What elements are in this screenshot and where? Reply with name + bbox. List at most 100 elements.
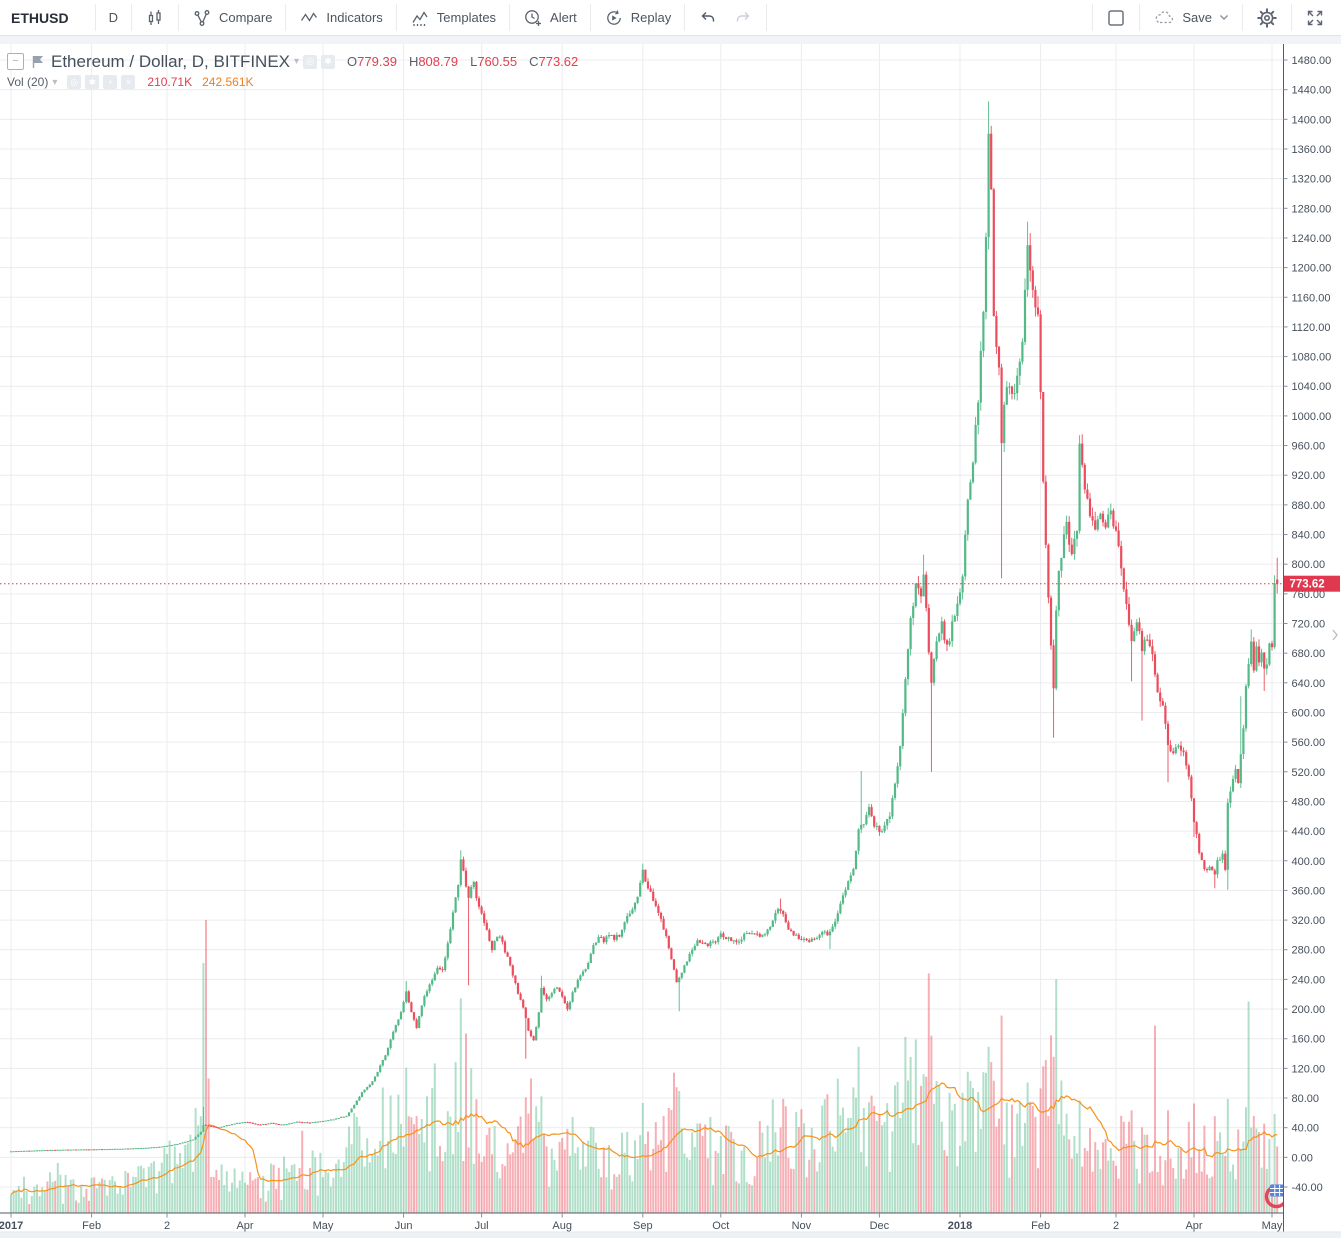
volume-study-label[interactable]: Vol (20) <box>7 75 49 89</box>
svg-text:1400.00: 1400.00 <box>1292 114 1332 126</box>
svg-text:560.00: 560.00 <box>1292 737 1326 749</box>
legend-caret-icon[interactable]: ▾ <box>52 76 58 88</box>
remove-study-button[interactable]: × <box>121 75 136 89</box>
indicators-label: Indicators <box>326 10 383 25</box>
exchange-logo <box>1264 1184 1283 1209</box>
gear-icon <box>1256 7 1278 29</box>
open-value: 779.39 <box>357 54 397 69</box>
templates-icon <box>410 8 430 28</box>
alert-button[interactable]: Alert <box>510 0 590 35</box>
compare-icon <box>192 8 212 28</box>
svg-text:600.00: 600.00 <box>1292 707 1326 719</box>
compare-button[interactable]: Compare <box>179 0 285 35</box>
legend-caret-icon[interactable]: ▾ <box>294 56 300 67</box>
fullscreen-button[interactable] <box>1292 0 1341 35</box>
undo-button[interactable] <box>685 0 731 35</box>
indicators-button[interactable]: Indicators <box>286 0 395 35</box>
svg-text:Oct: Oct <box>712 1220 729 1232</box>
svg-text:680.00: 680.00 <box>1292 648 1326 660</box>
svg-text:160.00: 160.00 <box>1292 1034 1326 1046</box>
high-label: H <box>408 54 419 69</box>
templates-button[interactable]: Templates <box>397 0 509 35</box>
svg-text:480.00: 480.00 <box>1292 796 1326 808</box>
svg-text:1080.00: 1080.00 <box>1292 352 1332 364</box>
chevron-down-icon <box>1219 14 1229 21</box>
svg-text:40.00: 40.00 <box>1292 1123 1320 1135</box>
high-value: 808.79 <box>418 54 459 69</box>
svg-text:240.00: 240.00 <box>1292 974 1326 986</box>
toolbar-separator <box>1092 4 1094 31</box>
svg-text:1480.00: 1480.00 <box>1292 55 1332 67</box>
svg-text:Jul: Jul <box>475 1220 489 1232</box>
svg-text:1240.00: 1240.00 <box>1292 233 1332 245</box>
layout-square-icon <box>1106 8 1126 28</box>
toolbar-separator <box>130 4 132 31</box>
svg-text:1440.00: 1440.00 <box>1292 85 1332 97</box>
svg-text:2: 2 <box>164 1220 170 1232</box>
fullscreen-icon <box>1305 8 1325 28</box>
svg-text:0.00: 0.00 <box>1292 1152 1313 1164</box>
svg-text:320.00: 320.00 <box>1292 915 1326 927</box>
alert-label: Alert <box>550 10 577 25</box>
undo-icon <box>698 8 718 28</box>
svg-text:960.00: 960.00 <box>1292 441 1326 453</box>
volume-value: 210.71K <box>147 75 193 89</box>
svg-text:280.00: 280.00 <box>1292 945 1326 957</box>
svg-text:Dec: Dec <box>870 1220 890 1232</box>
redo-button[interactable] <box>731 0 766 35</box>
flag-icon[interactable] <box>32 55 44 68</box>
add-study-button[interactable]: + <box>103 75 118 89</box>
volume-ma-value: 242.561K <box>202 75 254 89</box>
svg-text:800.00: 800.00 <box>1292 559 1326 571</box>
svg-text:1120.00: 1120.00 <box>1292 322 1331 334</box>
svg-text:200.00: 200.00 <box>1292 1004 1326 1016</box>
indicators-icon <box>299 8 319 28</box>
svg-text:640.00: 640.00 <box>1292 678 1326 690</box>
hide-volume-button[interactable]: ◎ <box>67 75 82 89</box>
svg-text:1000.00: 1000.00 <box>1292 411 1332 423</box>
svg-text:720.00: 720.00 <box>1292 619 1326 631</box>
toolbar-separator <box>1139 4 1141 31</box>
replay-icon <box>604 8 624 28</box>
ohlc-readout: O779.39 H808.79 L760.55 C773.62 <box>347 54 578 69</box>
open-label: O <box>347 54 358 69</box>
svg-text:760.00: 760.00 <box>1292 589 1326 601</box>
templates-label: Templates <box>436 10 497 25</box>
svg-text:1200.00: 1200.00 <box>1292 263 1332 275</box>
replay-label: Replay <box>630 10 672 25</box>
svg-text:920.00: 920.00 <box>1292 470 1326 482</box>
volume-legend-row: Vol (20) ▾ ◎ ✱ + × 210.71K 242.561K <box>7 74 578 90</box>
collapse-pane-button[interactable]: − <box>7 53 24 70</box>
series-legend-row: − Ethereum / Dollar, D, BITFINEX ▾ ◎ ✱ O… <box>7 51 578 72</box>
volume-settings-button[interactable]: ✱ <box>85 75 100 89</box>
layout-button[interactable] <box>1093 0 1139 35</box>
save-label: Save <box>1182 10 1212 25</box>
svg-text:1280.00: 1280.00 <box>1292 203 1332 215</box>
series-settings-button[interactable]: ✱ <box>321 54 336 69</box>
save-button[interactable]: Save <box>1140 0 1242 35</box>
svg-text:880.00: 880.00 <box>1292 500 1326 512</box>
hide-series-button[interactable]: ◎ <box>303 54 318 69</box>
svg-text:1360.00: 1360.00 <box>1292 144 1332 156</box>
svg-text:Nov: Nov <box>792 1220 812 1232</box>
toolbar-separator <box>684 4 686 31</box>
replay-button[interactable]: Replay <box>591 0 684 35</box>
alert-clock-icon <box>523 8 543 28</box>
interval-button[interactable]: D <box>96 0 131 35</box>
panel-collapse-chevron <box>1332 629 1338 641</box>
settings-button[interactable] <box>1243 0 1291 35</box>
toolbar-right-group: Save <box>1092 0 1341 35</box>
toolbar-separator <box>94 4 96 31</box>
symbol-title[interactable]: Ethereum / Dollar, D, BITFINEX <box>51 51 291 71</box>
svg-text:May: May <box>313 1220 334 1232</box>
toolbar-separator <box>509 4 511 31</box>
chart-style-button[interactable] <box>132 0 178 35</box>
svg-text:Apr: Apr <box>1185 1220 1202 1232</box>
interval-label: D <box>108 10 118 25</box>
price-chart[interactable]: -40.000.0040.0080.00120.00160.00200.0024… <box>0 44 1341 1238</box>
svg-text:1320.00: 1320.00 <box>1292 174 1332 186</box>
svg-text:May: May <box>1262 1220 1283 1232</box>
symbol-button[interactable]: ETHUSD <box>0 0 95 35</box>
svg-text:Sep: Sep <box>633 1220 653 1232</box>
svg-text:Feb: Feb <box>82 1220 101 1232</box>
